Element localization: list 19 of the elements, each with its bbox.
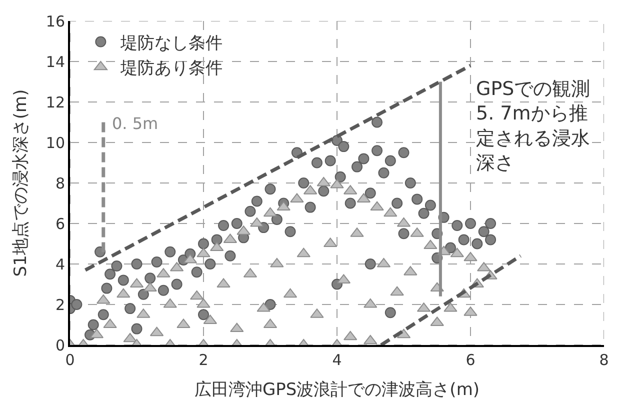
y-tick-label: 4 bbox=[55, 255, 65, 274]
y-tick-label: 6 bbox=[55, 214, 65, 233]
legend-label: 堤防あり条件 bbox=[120, 58, 223, 79]
y-tick-label: 8 bbox=[55, 174, 65, 192]
y-axis-title: S1地点での浸水深さ(m) bbox=[10, 89, 31, 277]
x-tick-label: 6 bbox=[466, 351, 476, 369]
y-tick-label: 2 bbox=[55, 296, 65, 314]
y-tick-label: 0 bbox=[55, 336, 65, 354]
x-tick-label: 2 bbox=[198, 351, 208, 369]
annotation: GPSでの観測5. 7mから推定される浸水深さ bbox=[476, 78, 590, 174]
x-tick-label: 4 bbox=[332, 351, 342, 369]
y-tick-label: 10 bbox=[46, 134, 65, 152]
annotation: 0. 5m bbox=[112, 114, 158, 133]
y-tick-label: 12 bbox=[46, 93, 65, 112]
y-tick-label: 14 bbox=[46, 52, 65, 71]
y-tick-label: 16 bbox=[46, 12, 65, 30]
x-tick-label: 8 bbox=[599, 351, 609, 369]
legend-label: 堤防なし条件 bbox=[120, 33, 223, 54]
x-axis-title: 広田湾沖GPS波浪計での津波高さ(m) bbox=[194, 380, 480, 400]
